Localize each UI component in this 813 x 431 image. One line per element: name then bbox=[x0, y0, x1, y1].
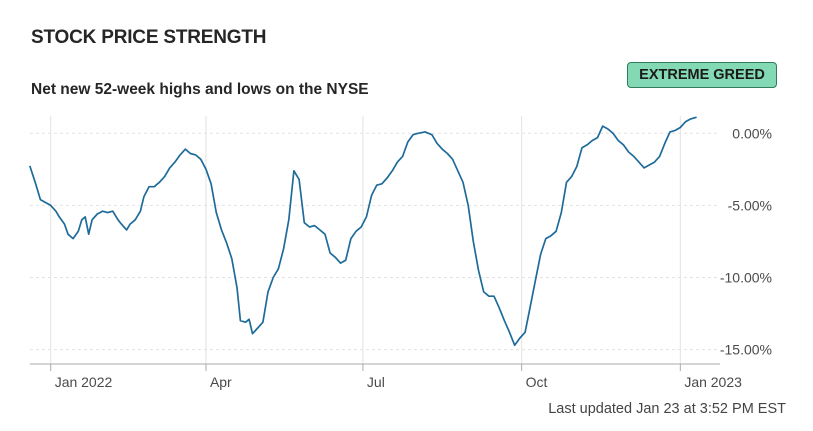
x-tick-label: Jan 2023 bbox=[684, 374, 742, 390]
data-line bbox=[29, 116, 697, 347]
y-tick-label: -15.00% bbox=[720, 342, 772, 358]
x-tick-label: Oct bbox=[526, 374, 548, 390]
chart-title: STOCK PRICE STRENGTH bbox=[31, 27, 267, 48]
chart-subtitle: Net new 52-week highs and lows on the NY… bbox=[31, 81, 369, 98]
y-tick-label: 0.00% bbox=[732, 125, 772, 141]
grid-lines bbox=[30, 116, 720, 364]
x-tick-label: Apr bbox=[210, 374, 232, 390]
x-tick-label: Jul bbox=[367, 374, 385, 390]
x-tick-label: Jan 2022 bbox=[55, 374, 113, 390]
y-tick-label: -10.00% bbox=[720, 269, 772, 285]
y-axis: 0.00% -5.00% -10.00% -15.00% bbox=[720, 125, 772, 357]
x-axis: Jan 2022 Apr Jul Oct Jan 2023 bbox=[30, 363, 742, 390]
sentiment-badge: EXTREME GREED bbox=[627, 62, 777, 88]
y-tick-label: -5.00% bbox=[728, 197, 772, 213]
last-updated: Last updated Jan 23 at 3:52 PM EST bbox=[548, 401, 786, 417]
